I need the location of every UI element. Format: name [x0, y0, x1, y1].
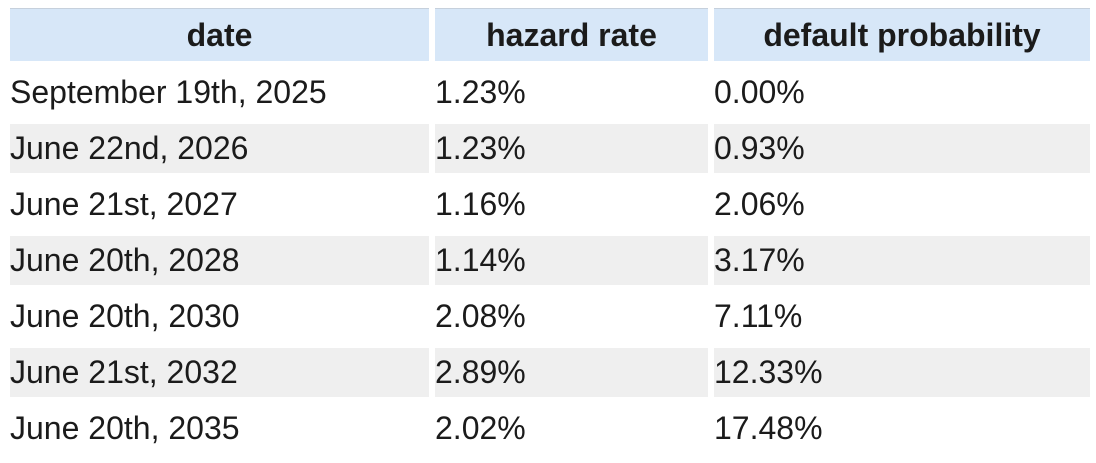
hazard-rate-cell: 2.02%	[435, 404, 708, 453]
column-header-default-probability: default probability	[714, 8, 1090, 61]
date-cell: June 21st, 2032	[10, 348, 429, 397]
date-cell: June 20th, 2028	[10, 236, 429, 285]
date-cell: June 20th, 2030	[10, 292, 429, 341]
table-row: September 19th, 2025 1.23% 0.00%	[10, 68, 1090, 117]
default-probability-cell: 7.11%	[714, 292, 1090, 341]
default-probability-cell: 0.00%	[714, 68, 1090, 117]
date-cell: September 19th, 2025	[10, 68, 429, 117]
table-row: June 21st, 2027 1.16% 2.06%	[10, 180, 1090, 229]
table-row: June 20th, 2028 1.14% 3.17%	[10, 236, 1090, 285]
default-probability-cell: 0.93%	[714, 124, 1090, 173]
hazard-rate-cell: 2.89%	[435, 348, 708, 397]
date-cell: June 21st, 2027	[10, 180, 429, 229]
hazard-rate-cell: 2.08%	[435, 292, 708, 341]
default-probability-cell: 17.48%	[714, 404, 1090, 453]
hazard-rate-table: date hazard rate default probability Sep…	[4, 1, 1096, 460]
hazard-rate-cell: 1.16%	[435, 180, 708, 229]
hazard-rate-cell: 1.14%	[435, 236, 708, 285]
table-row: June 22nd, 2026 1.23% 0.93%	[10, 124, 1090, 173]
table-row: June 21st, 2032 2.89% 12.33%	[10, 348, 1090, 397]
table-row: June 20th, 2030 2.08% 7.11%	[10, 292, 1090, 341]
default-probability-cell: 12.33%	[714, 348, 1090, 397]
default-probability-cell: 3.17%	[714, 236, 1090, 285]
hazard-rate-cell: 1.23%	[435, 124, 708, 173]
column-header-date: date	[10, 8, 429, 61]
date-cell: June 22nd, 2026	[10, 124, 429, 173]
table-row: June 20th, 2035 2.02% 17.48%	[10, 404, 1090, 453]
hazard-rate-cell: 1.23%	[435, 68, 708, 117]
column-header-hazard-rate: hazard rate	[435, 8, 708, 61]
date-cell: June 20th, 2035	[10, 404, 429, 453]
default-probability-cell: 2.06%	[714, 180, 1090, 229]
header-row: date hazard rate default probability	[10, 8, 1090, 61]
